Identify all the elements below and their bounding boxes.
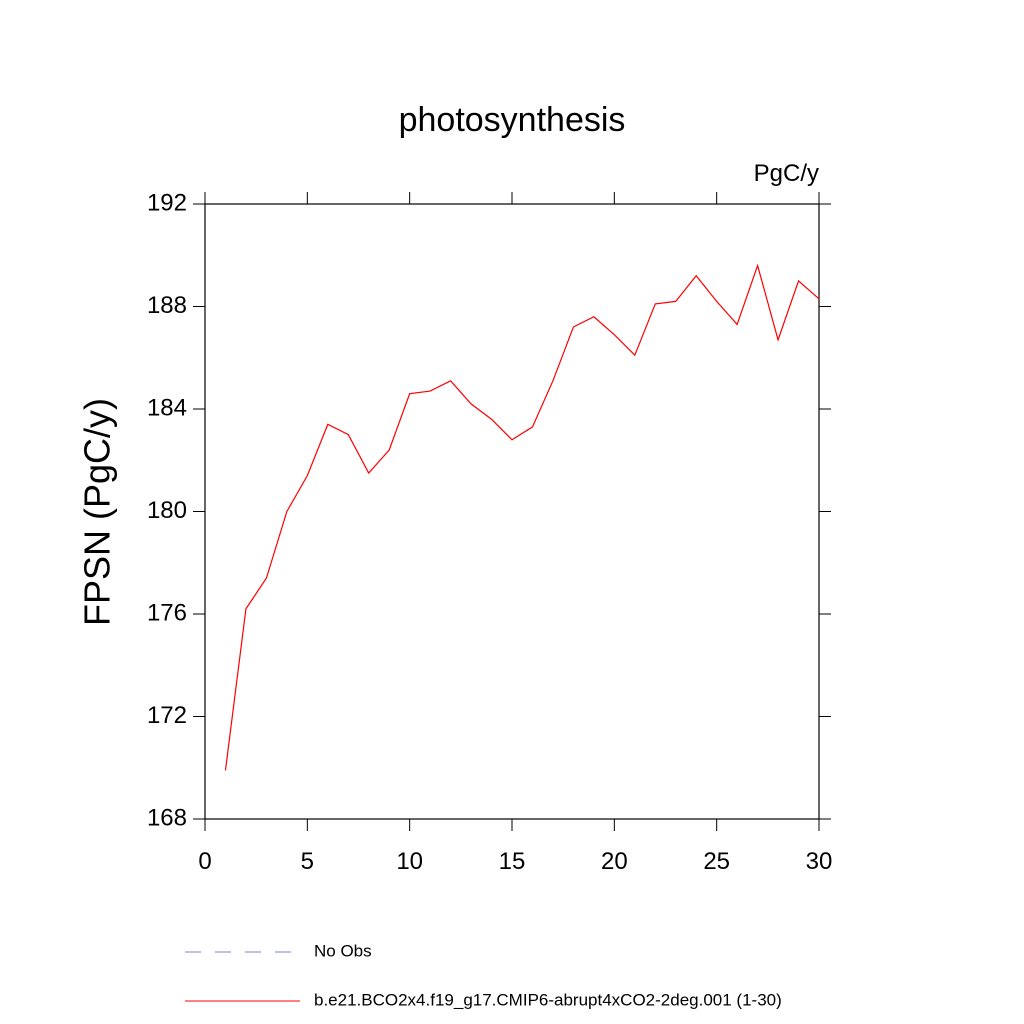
x-tick-label: 10 [396, 848, 423, 875]
x-tick-label: 15 [499, 848, 526, 875]
legend-label: No Obs [314, 941, 372, 960]
y-tick-label: 192 [147, 189, 187, 216]
x-tick-label: 25 [703, 848, 730, 875]
y-tick-label: 180 [147, 497, 187, 524]
y-tick-label: 172 [147, 702, 187, 729]
x-tick-label: 0 [198, 848, 211, 875]
y-tick-label: 188 [147, 292, 187, 319]
x-tick-label: 5 [301, 848, 314, 875]
legend-label: b.e21.BCO2x4.f19_g17.CMIP6-abrupt4xCO2-2… [314, 990, 782, 1009]
y-tick-label: 184 [147, 394, 187, 421]
units-label: PgC/y [754, 160, 819, 187]
x-tick-label: 20 [601, 848, 628, 875]
y-tick-label: 176 [147, 599, 187, 626]
y-axis-label: FPSN (PgC/y) [77, 398, 118, 626]
x-tick-label: 30 [806, 848, 833, 875]
data-line [224, 263, 820, 771]
plot-frame [204, 203, 820, 820]
y-tick-label: 168 [147, 804, 187, 831]
chart-title: photosynthesis [399, 101, 626, 139]
